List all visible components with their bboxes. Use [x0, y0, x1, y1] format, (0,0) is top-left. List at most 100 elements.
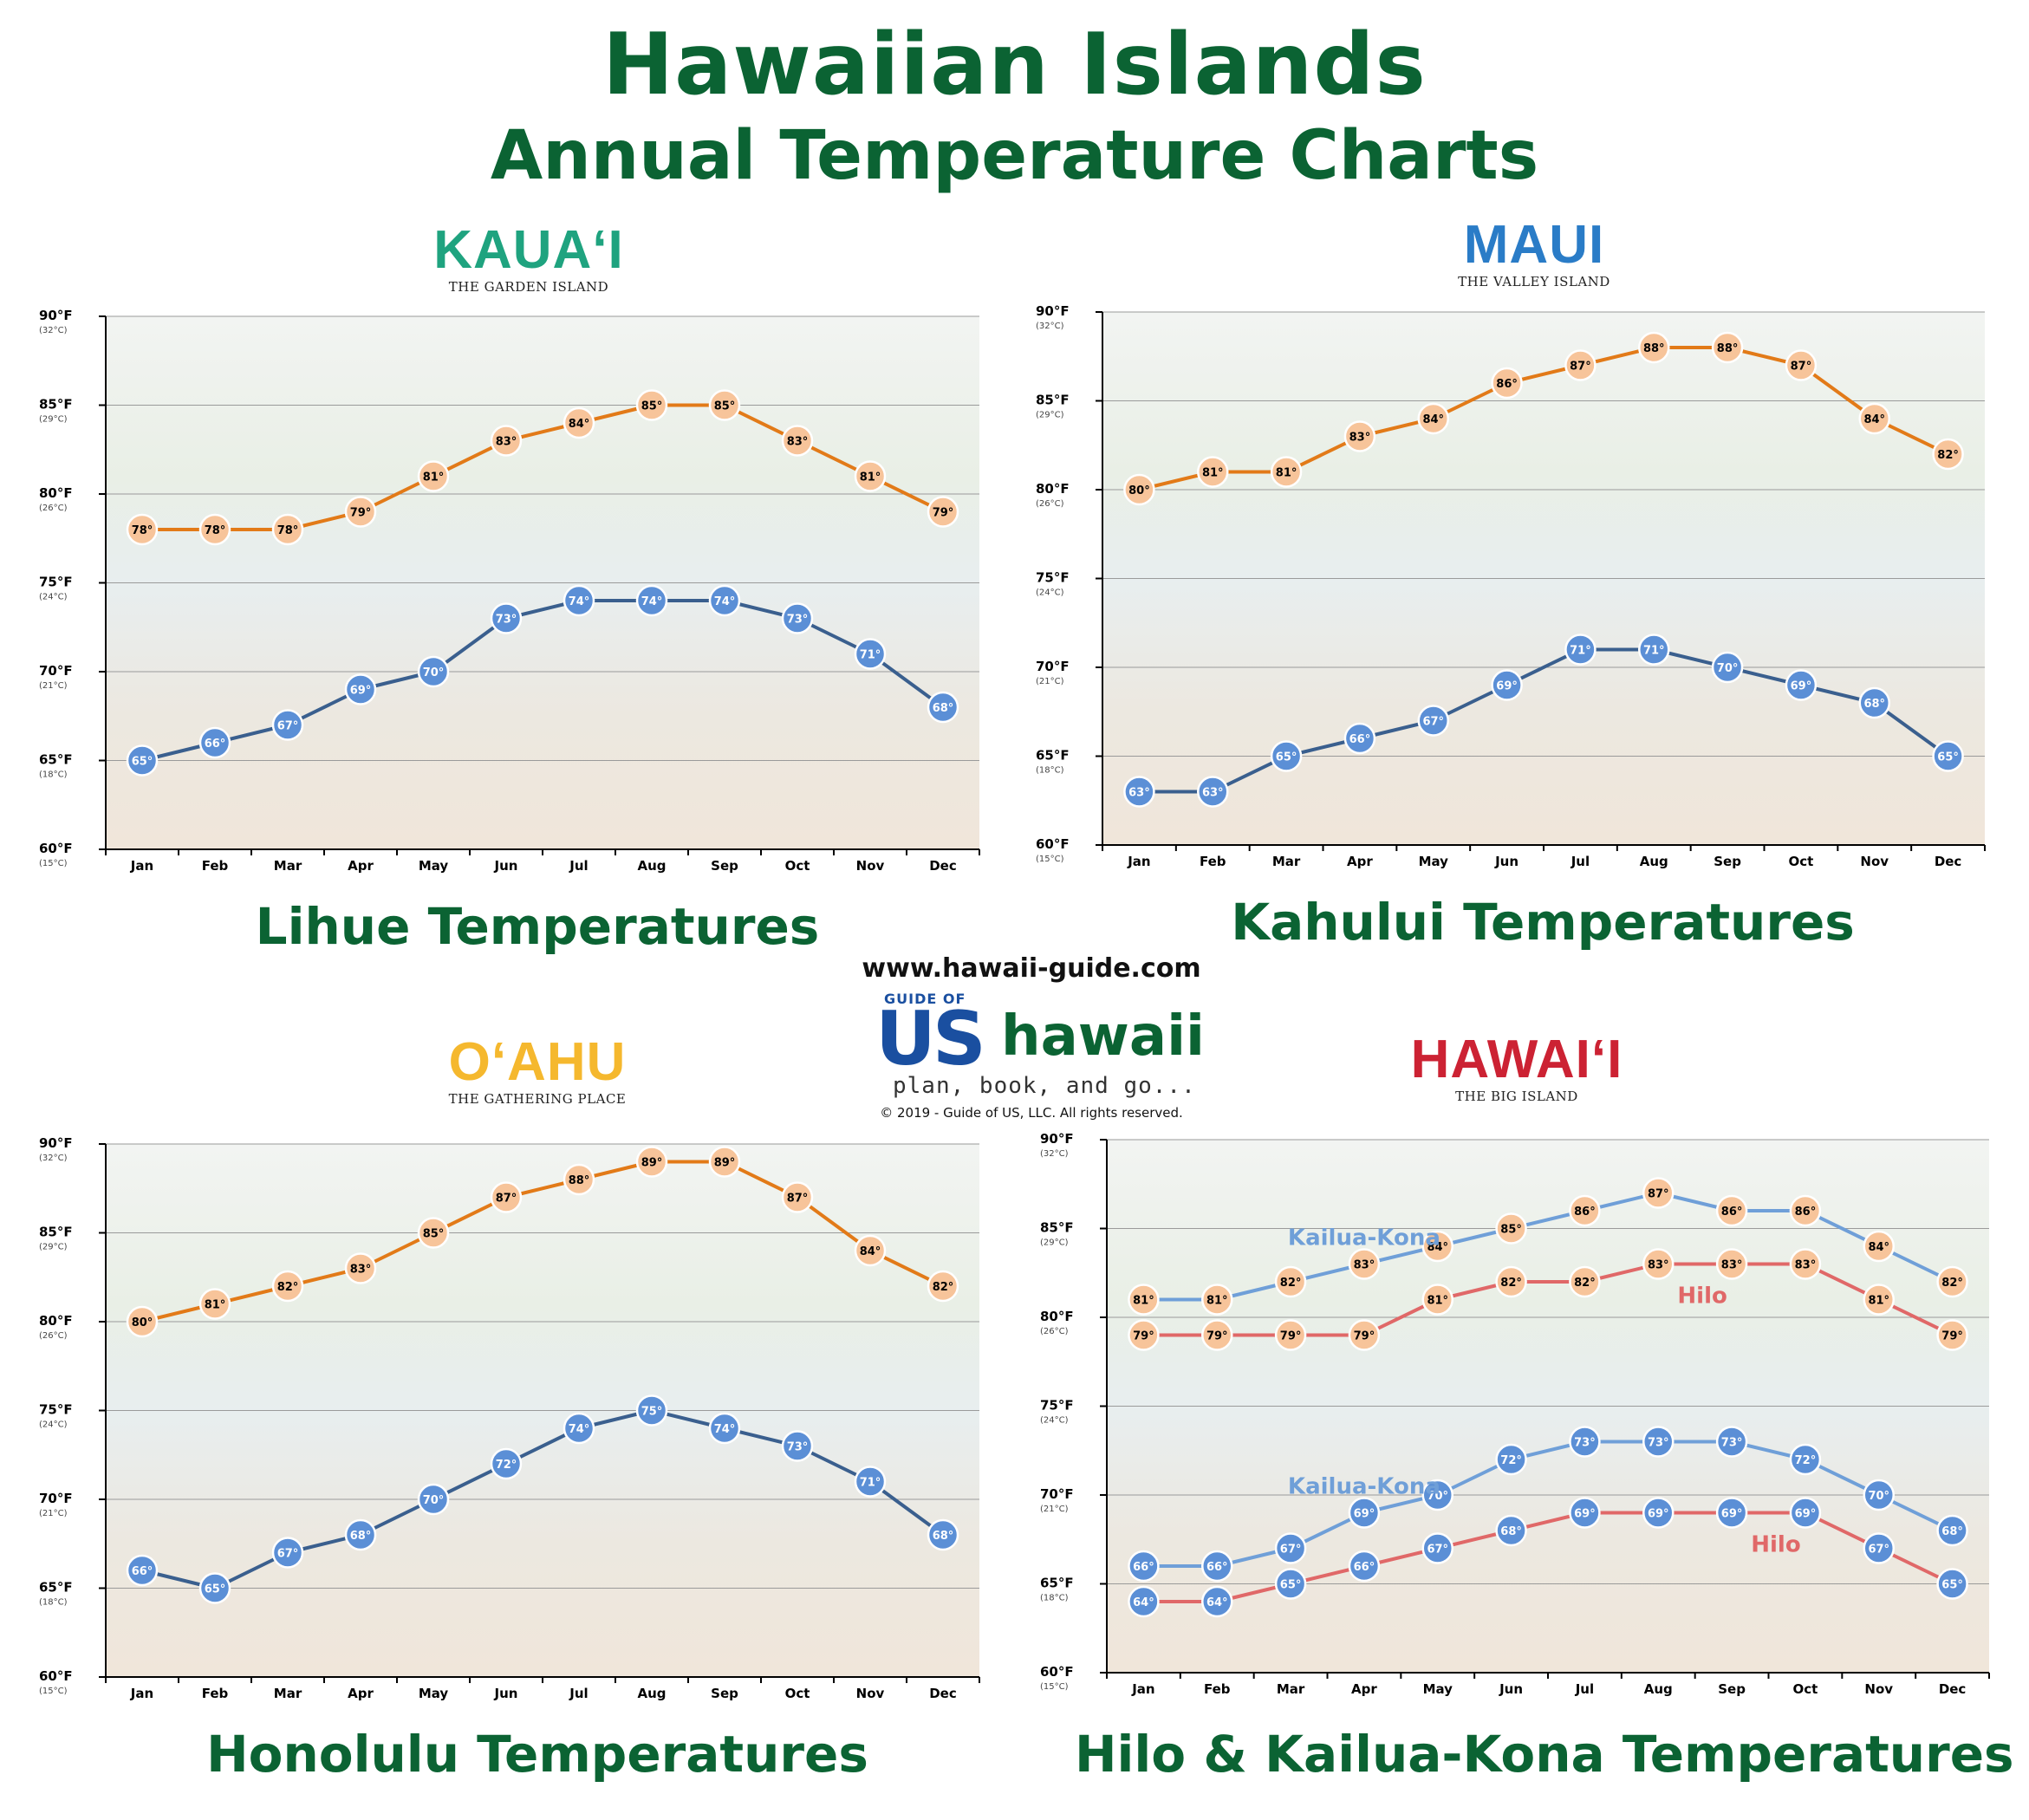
data-label: 79°	[1280, 1330, 1302, 1343]
data-label: 68°	[1500, 1525, 1522, 1538]
data-label: 82°	[1574, 1277, 1596, 1290]
data-label: 83°	[1354, 1259, 1375, 1272]
maui-logo-name: MAUI	[1463, 215, 1605, 275]
data-label: 72°	[1500, 1454, 1522, 1467]
data-point	[1417, 705, 1449, 737]
site-url-link[interactable]: www.hawaii-guide.com	[862, 953, 1201, 984]
x-tick-label: Jul	[1571, 854, 1590, 869]
data-point	[1789, 1497, 1822, 1529]
data-label: 84°	[860, 1245, 881, 1258]
y-tick-label: 85°F	[1036, 393, 1070, 408]
oahu-logo: O‘AHU THE GATHERING PLACE	[433, 1036, 641, 1108]
data-label: 82°	[1280, 1277, 1302, 1290]
page-subtitle: Annual Temperature Charts	[490, 117, 1539, 195]
data-point	[1715, 1497, 1748, 1529]
y-tick-label-celsius: (32°C)	[39, 1154, 68, 1163]
data-label: 70°	[423, 666, 445, 679]
data-label: 87°	[787, 1193, 809, 1206]
data-point	[563, 1412, 595, 1445]
data-point	[1201, 1319, 1233, 1351]
y-tick-label: 90°F	[1040, 1131, 1074, 1147]
hawaii-logo-tagline: THE BIG ISLAND	[1455, 1089, 1578, 1104]
data-point	[781, 1430, 814, 1462]
data-label: 78°	[205, 524, 226, 537]
data-point	[1863, 1230, 1895, 1263]
data-label: 70°	[423, 1494, 445, 1507]
y-tick-label-celsius: (15°C)	[39, 1687, 68, 1696]
data-point	[344, 673, 377, 705]
x-tick-label: Sep	[1714, 854, 1741, 869]
y-tick-label: 85°F	[39, 397, 73, 413]
data-label: 74°	[569, 1423, 590, 1436]
y-tick-label: 70°F	[1036, 659, 1070, 674]
data-label: 84°	[1863, 413, 1885, 426]
data-label: 84°	[1427, 1241, 1448, 1254]
data-label: 87°	[1648, 1188, 1669, 1201]
data-point	[927, 1270, 959, 1303]
data-point	[1128, 1585, 1160, 1618]
data-point	[1936, 1265, 1968, 1298]
data-point	[708, 584, 741, 617]
data-point	[1785, 349, 1818, 381]
x-tick-label: Apr	[348, 858, 374, 874]
data-label: 71°	[860, 649, 881, 662]
data-label: 67°	[1868, 1544, 1889, 1557]
data-label: 66°	[1206, 1561, 1228, 1574]
data-point	[417, 1217, 450, 1249]
data-label: 66°	[1354, 1561, 1375, 1574]
y-tick-label-celsius: (18°C)	[1036, 766, 1064, 776]
data-point	[1936, 1319, 1968, 1351]
y-tick-label-celsius: (26°C)	[1040, 1327, 1069, 1336]
data-label: 82°	[277, 1281, 299, 1294]
page-title: Hawaiian Islands	[602, 16, 1427, 114]
brand-hawaii: hawaii	[1001, 1004, 1205, 1069]
hawaii-logo: HAWAI‘I THE BIG ISLAND	[1395, 1033, 1638, 1105]
data-label: 65°	[1941, 1579, 1963, 1592]
data-point	[1128, 1319, 1160, 1351]
x-tick-label: Mar	[274, 858, 302, 874]
data-point	[1858, 686, 1890, 719]
data-point	[563, 406, 595, 439]
data-label: 67°	[1280, 1544, 1302, 1557]
y-tick-label-celsius: (15°C)	[1040, 1682, 1069, 1692]
data-point	[1715, 1194, 1748, 1227]
data-point	[1201, 1585, 1233, 1618]
data-label: 88°	[1643, 342, 1665, 355]
data-label: 68°	[1941, 1525, 1963, 1538]
data-point	[854, 1466, 887, 1498]
data-label: 67°	[277, 1548, 299, 1561]
y-tick-label: 85°F	[39, 1225, 73, 1240]
y-tick-label-celsius: (18°C)	[39, 1598, 68, 1608]
x-tick-label: Jun	[494, 1686, 518, 1701]
series-label: Hilo	[1751, 1532, 1800, 1558]
data-point	[635, 389, 668, 421]
data-label: 80°	[132, 1316, 153, 1329]
data-point	[1128, 1284, 1160, 1316]
y-tick-label-celsius: (26°C)	[39, 504, 68, 513]
data-label: 86°	[1574, 1206, 1596, 1219]
data-label: 68°	[933, 1530, 954, 1543]
data-point	[1569, 1194, 1601, 1227]
data-label: 69°	[1648, 1508, 1669, 1521]
data-point	[1564, 349, 1597, 381]
data-point	[1789, 1248, 1822, 1280]
data-point	[1569, 1265, 1601, 1298]
x-tick-label: Jan	[130, 1686, 153, 1701]
data-point	[1715, 1248, 1748, 1280]
x-tick-label: Oct	[1789, 854, 1814, 869]
data-label: 89°	[714, 1157, 736, 1170]
y-tick-label-celsius: (32°C)	[1036, 322, 1064, 331]
data-label: 71°	[1570, 645, 1591, 658]
data-label: 73°	[1574, 1437, 1596, 1450]
y-tick-label: 60°F	[1040, 1664, 1074, 1680]
kauai-logo-tagline: THE GARDEN ISLAND	[448, 279, 609, 295]
hilo-kona-chart-title: Hilo & Kailua-Kona Temperatures	[1075, 1725, 2014, 1784]
data-point	[1495, 1514, 1527, 1547]
data-point	[1491, 669, 1523, 701]
y-tick-label: 80°F	[1040, 1309, 1074, 1324]
data-label: 72°	[1795, 1454, 1817, 1467]
data-point	[1858, 402, 1890, 435]
hilo-kona-chart: 90°F (32°C) 85°F (29°C) 80°F (26°C) 75°F (24°C)…	[1040, 1131, 1990, 1697]
series-label: Kailua-Kona	[1288, 1474, 1440, 1500]
x-tick-label: Jul	[569, 858, 588, 874]
